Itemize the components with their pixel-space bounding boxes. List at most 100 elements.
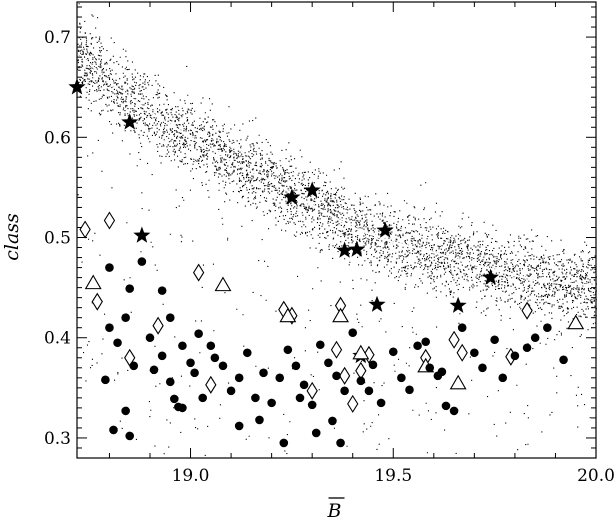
circle-point — [449, 406, 459, 416]
diamond-point — [152, 316, 164, 335]
circle-point — [157, 351, 167, 361]
circle-point — [324, 358, 333, 368]
circle-point — [149, 365, 159, 375]
diamond-point — [103, 211, 116, 230]
circle-point — [522, 343, 532, 353]
plot-frame — [76, 1, 597, 459]
diamond-point — [521, 301, 533, 320]
x-axis-label: B — [327, 500, 342, 522]
circle-point — [157, 286, 167, 295]
circle-point — [559, 355, 568, 365]
circle-point — [210, 353, 220, 363]
circle-point — [437, 367, 447, 377]
circle-point — [125, 284, 135, 293]
circle-point — [356, 376, 366, 386]
y-tick-label: 0.6 — [44, 128, 71, 148]
star-point — [336, 241, 354, 258]
star-point — [121, 113, 139, 130]
circle-point — [457, 323, 467, 333]
circle-point — [315, 340, 325, 350]
triangle-series — [84, 274, 585, 390]
star-point — [449, 296, 467, 313]
circle-point — [178, 341, 187, 351]
star-point — [348, 240, 366, 257]
x-tick-label: 19.5 — [374, 466, 412, 486]
circle-point — [101, 375, 110, 385]
triangle-point — [332, 307, 350, 323]
circle-point — [283, 345, 293, 355]
circle-point — [498, 373, 508, 383]
circle-point — [255, 415, 264, 425]
diamond-point — [192, 263, 205, 282]
circle-point — [307, 400, 317, 410]
circle-point — [397, 373, 406, 383]
circle-point — [218, 361, 228, 371]
circle-point — [425, 363, 435, 373]
circle-point — [332, 371, 341, 381]
circle-point — [125, 431, 135, 441]
circle-point — [275, 373, 285, 383]
circle-point — [543, 323, 552, 333]
diamond-point — [448, 330, 460, 349]
circle-point — [113, 338, 122, 348]
circle-point — [291, 361, 301, 371]
circle-point — [267, 398, 276, 408]
circle-point — [129, 361, 139, 371]
diamond-point — [355, 361, 367, 380]
diamond-point — [306, 381, 318, 400]
y-tick-label: 0.5 — [44, 229, 71, 249]
circle-point — [295, 393, 305, 403]
circle-point — [121, 406, 130, 416]
circle-point — [251, 393, 260, 403]
circle-point — [368, 360, 378, 370]
circle-point — [413, 341, 422, 351]
circle-series — [101, 257, 568, 448]
circle-point — [336, 438, 345, 448]
circle-point — [441, 401, 451, 411]
star-point — [133, 226, 151, 243]
diamond-point — [205, 375, 217, 394]
circle-point — [145, 333, 155, 343]
star-point — [482, 268, 500, 285]
circle-point — [388, 347, 398, 357]
star-point — [368, 295, 386, 312]
y-tick-label: 0.4 — [44, 329, 71, 349]
star-point — [283, 188, 301, 205]
circle-point — [178, 403, 187, 413]
circle-point — [259, 368, 268, 378]
circle-point — [405, 385, 414, 395]
circle-point — [299, 380, 309, 390]
circle-point — [376, 398, 386, 408]
y-tick-label: 0.7 — [44, 28, 71, 48]
circle-point — [421, 337, 431, 347]
diamond-point — [79, 220, 91, 239]
circle-point — [198, 393, 207, 403]
x-tick-label: 19.0 — [172, 466, 210, 486]
star-point — [303, 181, 321, 198]
diamond-series — [79, 211, 533, 413]
y-axis-label: class — [1, 213, 23, 261]
circle-point — [311, 428, 321, 438]
star-point — [376, 221, 394, 238]
circle-point — [226, 386, 236, 396]
circle-point — [530, 333, 540, 343]
cloud-dots — [77, 3, 597, 456]
circle-point — [170, 394, 179, 404]
circle-point — [206, 341, 216, 351]
circle-point — [364, 386, 374, 396]
circle-point — [190, 368, 199, 378]
triangle-point — [352, 344, 370, 360]
circle-point — [470, 348, 479, 358]
circle-point — [105, 263, 114, 272]
triangle-point — [214, 276, 232, 292]
circle-point — [121, 313, 130, 322]
circle-point — [478, 363, 487, 373]
diamond-point — [91, 292, 103, 311]
circle-point — [510, 351, 520, 361]
circle-point — [165, 377, 175, 387]
axis-ticks: 19.0 19.5 20.0 0.3 0.4 0.5 0.6 0.7 — [44, 2, 615, 486]
diamond-point — [456, 343, 468, 362]
triangle-point — [449, 374, 467, 390]
circle-point — [137, 257, 147, 266]
